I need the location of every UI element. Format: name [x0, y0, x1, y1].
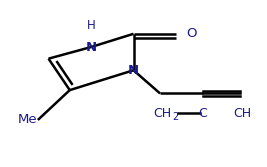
Text: CH: CH: [154, 107, 171, 120]
Text: Me: Me: [17, 113, 37, 126]
Text: O: O: [187, 27, 197, 40]
Text: CH: CH: [233, 107, 251, 120]
Text: N: N: [85, 41, 97, 54]
Text: 2: 2: [172, 112, 178, 122]
Text: N: N: [128, 64, 139, 77]
Text: C: C: [199, 107, 207, 120]
Text: H: H: [87, 19, 95, 32]
